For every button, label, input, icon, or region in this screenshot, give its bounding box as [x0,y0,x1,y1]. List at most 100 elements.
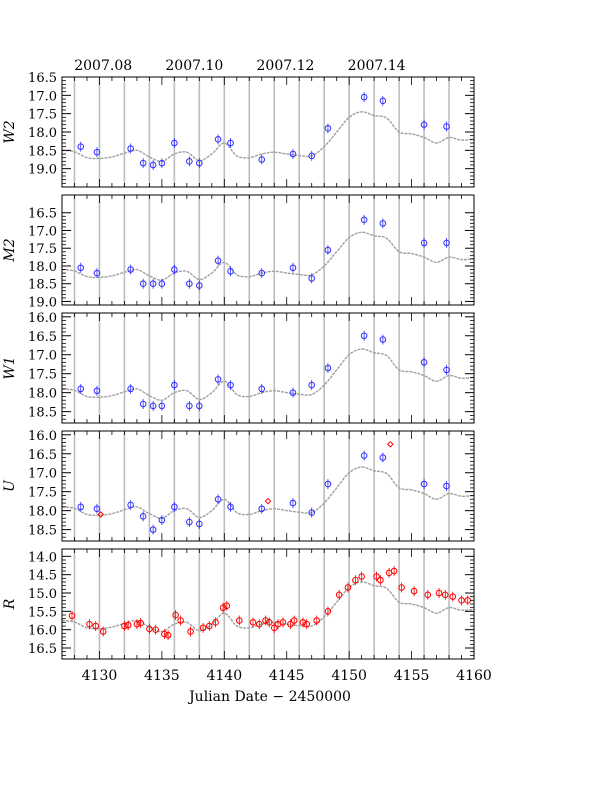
data-point [133,620,141,628]
y-tick-label: 18.5 [28,278,57,293]
y-tick-label: 19.0 [28,295,57,310]
data-point [420,239,428,247]
data-point [344,584,352,591]
panel-m2: 16.5 17.0 17.5 18.0 18.5 19.0 M2 [2,194,475,310]
y-tick-label: 16.5 [28,330,57,345]
data-point [186,518,193,526]
data-point [435,589,443,597]
data-point [379,336,387,343]
data-point [227,139,234,147]
data-point [152,626,159,633]
data-point [93,505,101,513]
data-point [390,567,398,575]
data-point [93,387,101,395]
data-point [410,587,418,595]
data-point [171,503,178,511]
data-point [289,389,297,396]
data-point [373,573,380,580]
data-point [303,620,311,628]
data-point [258,385,266,393]
data-point [458,597,465,604]
data-point [196,520,203,528]
data-point [441,591,449,599]
data-point [187,628,194,635]
data-point [139,159,147,167]
y-tick-label: 17.0 [28,89,57,104]
y-tick-label: 16.0 [28,311,57,326]
data-point [289,499,297,507]
data-point [420,480,428,488]
y-tick-label: 16.5 [28,448,57,463]
data-point [124,621,132,629]
data-point [149,280,157,288]
model-curve [61,111,475,163]
y-axis-label: R [2,598,18,610]
y-tick-label: 16.5 [28,207,57,222]
x-tick-label: 4150 [331,668,367,684]
y-tick-label: 16.5 [28,71,57,86]
data-point [360,332,368,340]
y-tick-label: 18.0 [28,126,57,141]
data-point [258,156,266,163]
data-point [443,482,450,490]
data-point [206,622,213,630]
data-point [443,366,450,374]
data-point [139,280,147,288]
data-point [146,625,153,633]
data-point [279,619,287,626]
panel-u: 16.0 16.5 17.0 17.5 18.0 18.5 U [2,429,475,542]
data-point [324,246,332,254]
y-tick-label: 17.5 [28,486,57,501]
data-point [214,376,222,383]
data-point [308,275,315,282]
top-axis-label: 2007.14 [348,58,406,74]
data-point [352,576,359,584]
y-tick-label: 18.0 [28,387,57,402]
y-axis-label: U [2,479,18,492]
data-point [227,381,234,389]
y-tick-label: 17.5 [28,108,57,123]
data-point [137,619,144,627]
data-point [262,617,269,624]
data-point [398,584,405,591]
data-point [249,619,257,626]
y-tick-label: 17.0 [28,467,57,482]
y-tick-label: 15.0 [28,587,57,602]
y-axis-label: W1 [2,356,18,379]
data-point [324,364,332,372]
data-point [86,620,93,628]
data-point [443,123,450,130]
data-point [186,402,193,410]
data-point [387,440,394,448]
data-point [149,161,157,169]
data-point [308,152,315,160]
data-point [258,269,266,277]
data-point [199,624,207,632]
data-point [227,503,234,511]
y-tick-label: 15.5 [28,605,57,620]
data-point [443,239,450,247]
data-point [68,612,76,620]
data-point [324,608,332,615]
model-curve [61,466,475,519]
data-point [196,159,203,167]
data-point [77,264,85,272]
y-tick-label: 18.5 [28,524,57,539]
panel-w1: 16.0 16.5 17.0 17.5 18.0 18.5 W1 [2,311,475,424]
data-point [158,516,166,524]
panel-frame [61,430,475,542]
data-point [212,619,219,626]
data-point [299,619,307,626]
data-point [77,385,85,393]
data-point [158,402,166,410]
data-point [420,359,428,366]
top-axis-label: 2007.08 [74,58,132,74]
x-tick-label: 4160 [456,668,492,684]
x-tick-label: 4145 [269,668,305,684]
data-point [377,576,384,584]
data-point [171,139,178,147]
data-point [324,480,332,488]
x-axis-label: Julian Date − 2450000 [187,689,351,705]
